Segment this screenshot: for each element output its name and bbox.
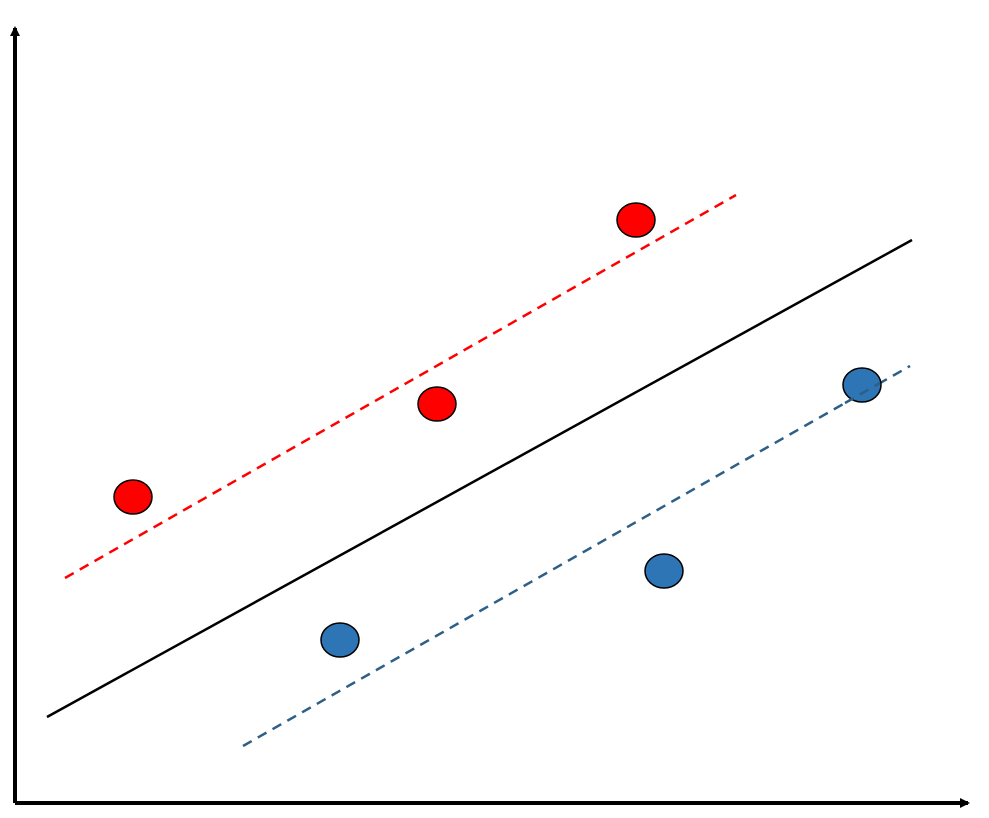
blue-class-points (320, 367, 882, 658)
red-point (616, 202, 656, 238)
positive-margin-line (64, 193, 737, 580)
blue-point (842, 367, 882, 403)
red-point (417, 386, 457, 422)
decision-boundary-line (46, 238, 913, 719)
negative-margin-line (242, 364, 911, 748)
red-class-points (113, 202, 656, 515)
negative-margin-line-overlay (844, 381, 881, 405)
red-point (113, 479, 153, 515)
blue-point (644, 553, 684, 589)
blue-point (320, 622, 360, 658)
